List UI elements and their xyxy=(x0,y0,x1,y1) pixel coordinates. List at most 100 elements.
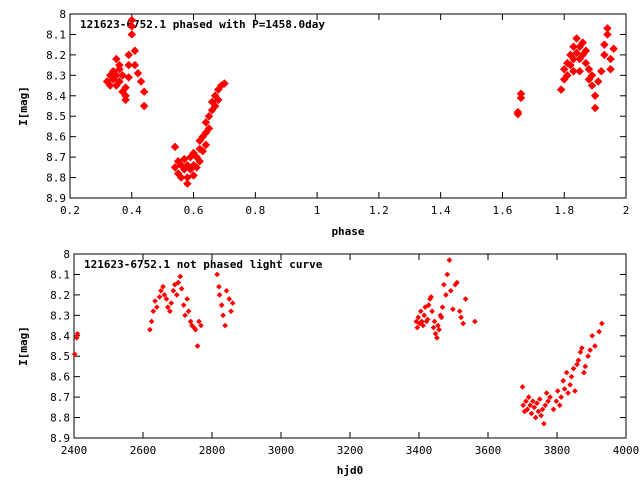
y-tick-label: 8.2 xyxy=(50,289,70,302)
data-point xyxy=(115,60,124,70)
data-point xyxy=(434,334,440,341)
unphased-light-curve-panel: 2400 2600 2800 3000 3200 3400 3600 3800 4000 8 8.1… xyxy=(17,248,639,477)
data-point xyxy=(139,101,149,111)
data-point xyxy=(556,402,563,409)
data-point xyxy=(570,365,577,372)
x-tick-label: 1.8 xyxy=(554,204,574,217)
y-axis-label: I[mag] xyxy=(17,86,30,126)
data-point xyxy=(462,296,469,302)
y-tick-label: 8.7 xyxy=(50,391,70,404)
data-point xyxy=(528,410,535,417)
data-point xyxy=(417,308,424,315)
data-point xyxy=(593,77,603,86)
x-tick-label: 0.2 xyxy=(60,204,80,217)
data-point xyxy=(178,285,185,292)
data-point xyxy=(547,394,553,400)
data-point xyxy=(446,257,453,263)
data-point xyxy=(216,283,222,290)
data-point xyxy=(609,44,618,53)
data-point xyxy=(192,326,199,333)
data-point xyxy=(198,322,204,329)
data-point xyxy=(472,318,478,325)
data-point xyxy=(176,173,186,182)
data-point xyxy=(229,300,236,306)
phased-light-curve-panel: 0.2 0.4 0.6 0.8 1 1.2 1.4 1.6 1.8 2 8 8.1 8.2 8.3 8.4 8… xyxy=(17,8,629,238)
data-point xyxy=(543,390,550,396)
data-point xyxy=(424,316,431,323)
data-point xyxy=(430,324,437,331)
x-tick-label: 1.4 xyxy=(431,204,451,217)
data-point xyxy=(429,308,435,315)
data-point xyxy=(74,330,81,337)
x-tick-label: 0.8 xyxy=(245,204,265,217)
data-point xyxy=(606,64,615,74)
x-tick-label: 3200 xyxy=(337,444,364,457)
data-point xyxy=(539,406,546,413)
data-point xyxy=(198,146,208,156)
data-point xyxy=(210,101,220,111)
plot-frame xyxy=(69,13,627,199)
data-point xyxy=(220,79,229,88)
data-point xyxy=(170,287,177,294)
data-point xyxy=(560,377,567,384)
data-point xyxy=(165,304,171,310)
data-point xyxy=(535,408,542,415)
data-point xyxy=(124,73,133,82)
x-tick-label: 1 xyxy=(314,204,321,217)
data-point xyxy=(460,320,466,327)
y-tick-label: 8 xyxy=(59,8,66,21)
x-tick-label: 2400 xyxy=(61,444,88,457)
y-tick-label: 8.3 xyxy=(50,309,70,322)
y-tick-label: 8.6 xyxy=(46,131,66,144)
y-tick-label: 8.8 xyxy=(50,412,70,425)
data-point xyxy=(228,308,234,315)
x-tick-label: 2 xyxy=(623,204,630,217)
data-point xyxy=(201,140,211,150)
x-tick-label: 1.2 xyxy=(369,204,389,217)
data-point xyxy=(170,142,180,152)
data-point xyxy=(195,156,204,166)
data-point xyxy=(175,279,182,286)
data-point xyxy=(431,318,438,325)
data-point xyxy=(581,369,587,376)
data-point xyxy=(536,396,543,402)
data-point xyxy=(538,412,544,419)
data-point xyxy=(454,279,460,286)
data-point xyxy=(590,103,600,113)
data-point xyxy=(160,283,166,290)
x-tick-label: 2600 xyxy=(130,444,157,457)
data-point xyxy=(456,308,463,315)
data-point xyxy=(196,318,202,325)
data-point xyxy=(216,292,223,298)
data-point xyxy=(530,398,536,405)
data-point xyxy=(596,328,602,335)
x-axis-label: phase xyxy=(331,225,364,238)
data-point xyxy=(449,306,456,313)
data-point xyxy=(161,292,168,298)
data-point xyxy=(600,40,609,49)
data-point xyxy=(121,95,130,105)
data-point xyxy=(420,322,426,329)
data-point xyxy=(563,369,570,376)
x-tick-label: 1.6 xyxy=(493,204,513,217)
data-point xyxy=(414,324,421,331)
data-point xyxy=(590,91,600,101)
data-point xyxy=(226,296,233,302)
data-point xyxy=(582,363,589,370)
data-point xyxy=(194,343,201,349)
data-point xyxy=(130,60,140,70)
data-point xyxy=(184,296,190,302)
data-point xyxy=(163,296,170,302)
data-point xyxy=(597,67,606,76)
data-point xyxy=(438,314,445,321)
data-point xyxy=(223,287,230,294)
data-point xyxy=(133,69,143,78)
data-point xyxy=(148,318,155,325)
y-tick-label: 8.6 xyxy=(50,371,70,384)
data-point xyxy=(139,87,149,96)
data-point xyxy=(558,394,564,400)
data-point xyxy=(572,388,578,394)
data-point xyxy=(218,302,225,308)
data-point xyxy=(124,50,133,60)
y-tick-label: 8.7 xyxy=(46,151,66,164)
